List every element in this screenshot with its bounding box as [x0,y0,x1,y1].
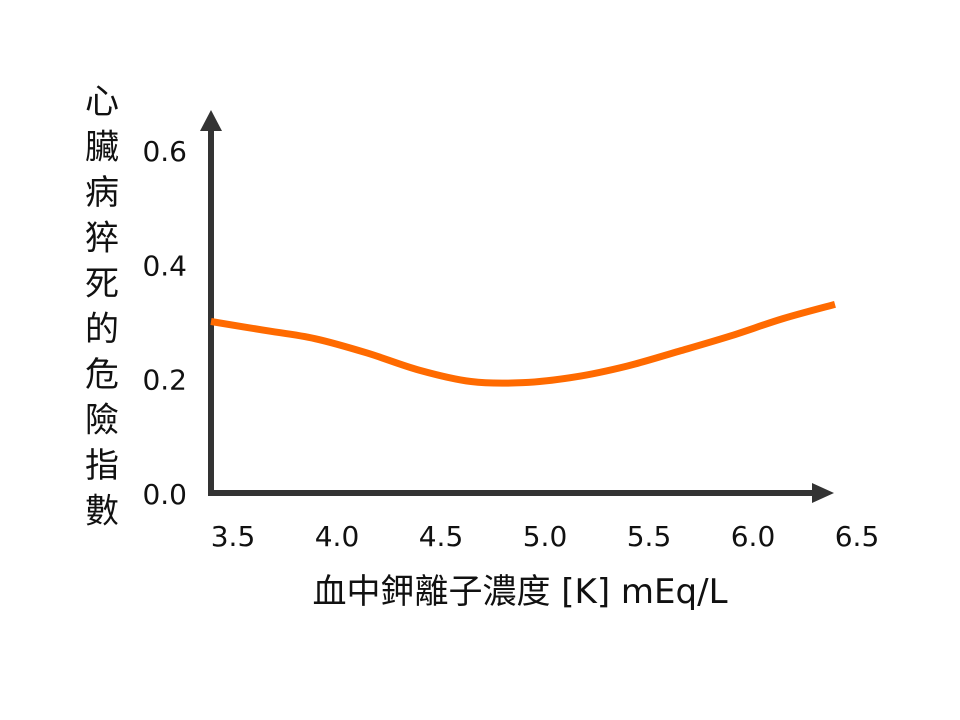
axes [200,110,834,503]
y-axis-title-char: 猝 [85,219,119,259]
y-tick-label: 0.4 [142,249,187,282]
x-tick-label: 3.5 [211,520,256,553]
y-tick-label: 0.2 [142,364,187,397]
y-tick-label: 0.0 [142,478,187,511]
x-tick-label: 6.0 [731,520,776,553]
y-axis-title-char: 數 [85,492,119,532]
x-tick-label: 4.0 [315,520,360,553]
x-tick-label: 4.5 [419,520,464,553]
y-tick-labels: 0.0 0.2 0.4 0.6 [142,135,187,511]
x-tick-labels: 3.5 4.0 4.5 5.0 5.5 6.0 6.5 [211,520,880,553]
y-axis-arrowhead [200,110,222,131]
x-tick-label: 6.5 [835,520,880,553]
series-group [210,300,836,387]
x-axis-title: 血中鉀離子濃度 [K] mEq/L [312,572,727,612]
y-axis-title-char: 指 [85,446,119,486]
y-axis-title-char: 死 [85,264,119,304]
y-axis-title-char: 危 [85,355,119,395]
x-axis-arrowhead [812,483,834,503]
x-tick-label: 5.5 [627,520,672,553]
y-axis-title-char: 險 [85,401,119,441]
x-tick-label: 5.0 [523,520,568,553]
y-axis-title-char: 心 [85,82,119,122]
y-axis-title-char: 病 [85,173,119,213]
series-line [210,300,836,387]
y-axis-title-char: 的 [85,310,119,350]
y-tick-label: 0.6 [142,135,187,168]
y-axis-title-char: 臟 [85,128,119,168]
